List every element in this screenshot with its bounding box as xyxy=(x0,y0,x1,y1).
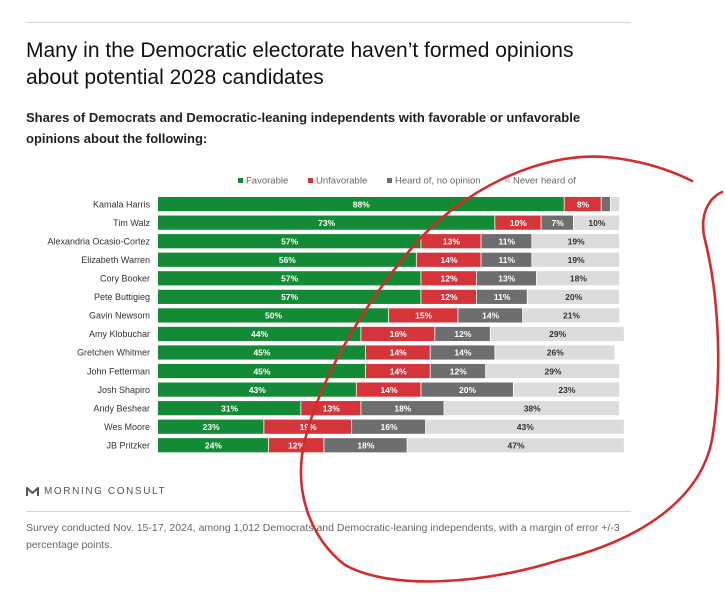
data-label: 15% xyxy=(415,311,432,321)
legend-swatch-unfavorable xyxy=(308,178,313,183)
data-label: 23% xyxy=(558,385,575,395)
data-label: 8% xyxy=(577,199,590,209)
data-label: 44% xyxy=(251,329,268,339)
data-label: 20% xyxy=(459,385,476,395)
category-label: Amy Klobuchar xyxy=(89,329,150,339)
legend-label-favorable: Favorable xyxy=(246,176,288,187)
data-label: 57% xyxy=(281,274,298,284)
data-label: 14% xyxy=(441,255,458,265)
data-label: 18% xyxy=(394,403,411,413)
data-label: 57% xyxy=(281,236,298,246)
data-label: 19% xyxy=(300,422,317,432)
data-label: 88% xyxy=(353,199,370,209)
category-label: Elizabeth Warren xyxy=(81,255,150,265)
legend-swatch-never-heard-of xyxy=(505,178,510,183)
data-label: 18% xyxy=(570,274,587,284)
legend-swatch-heard-of-no-opinion xyxy=(387,178,392,183)
bar-heard-of-no-opinion xyxy=(601,197,610,212)
data-label: 29% xyxy=(545,366,562,376)
data-label: 13% xyxy=(443,236,460,246)
data-label: 23% xyxy=(203,422,220,432)
data-label: 19% xyxy=(568,255,585,265)
data-label: 26% xyxy=(547,348,564,358)
data-label: 14% xyxy=(390,348,407,358)
data-label: 19% xyxy=(568,236,585,246)
data-label: 10% xyxy=(510,218,527,228)
data-label: 50% xyxy=(265,311,282,321)
bottom-divider xyxy=(26,511,631,512)
data-label: 45% xyxy=(253,366,270,376)
bar-favorable xyxy=(158,438,269,453)
data-label: 43% xyxy=(249,385,266,395)
bar-favorable xyxy=(158,419,264,434)
data-label: 24% xyxy=(205,440,222,450)
data-label: 31% xyxy=(221,403,238,413)
data-label: 29% xyxy=(549,329,566,339)
brand-logo: MORNING CONSULT xyxy=(26,486,166,497)
data-label: 13% xyxy=(323,403,340,413)
data-label: 11% xyxy=(499,236,516,246)
data-label: 14% xyxy=(482,311,499,321)
chart-title: Many in the Democratic electorate haven’… xyxy=(26,39,574,89)
category-label: Gavin Newsom xyxy=(89,311,150,321)
legend-label-heard-of-no-opinion: Heard of, no opinion xyxy=(395,176,481,187)
data-label: 12% xyxy=(288,440,305,450)
survey-footnote: Survey conducted Nov. 15-17, 2024, among… xyxy=(26,522,620,551)
data-label: 11% xyxy=(494,292,511,302)
data-label: 10% xyxy=(588,218,605,228)
legend-swatch-favorable xyxy=(238,178,243,183)
category-label: Cory Booker xyxy=(100,274,150,284)
data-label: 47% xyxy=(508,440,525,450)
category-label: Pete Buttigieg xyxy=(94,292,150,302)
data-label: 16% xyxy=(380,422,397,432)
data-label: 12% xyxy=(454,329,471,339)
category-label: Tim Walz xyxy=(113,218,150,228)
category-label: John Fetterman xyxy=(87,366,150,376)
data-label: 12% xyxy=(450,366,467,376)
morning-consult-logo-icon xyxy=(26,486,39,496)
data-label: 18% xyxy=(357,440,374,450)
category-label: Gretchen Whitmer xyxy=(77,348,150,358)
legend-label-unfavorable: Unfavorable xyxy=(316,176,367,187)
category-label: Josh Shapiro xyxy=(97,385,150,395)
data-label: 57% xyxy=(281,292,298,302)
data-label: 14% xyxy=(380,385,397,395)
data-label: 73% xyxy=(318,218,335,228)
data-label: 14% xyxy=(454,348,471,358)
bar-favorable xyxy=(158,401,301,416)
data-label: 21% xyxy=(563,311,580,321)
top-divider xyxy=(26,22,631,23)
category-label: Alexandria Ocasio-Cortez xyxy=(47,236,150,246)
data-label: 43% xyxy=(517,422,534,432)
data-label: 20% xyxy=(565,292,582,302)
data-label: 38% xyxy=(524,403,541,413)
data-label: 11% xyxy=(499,255,516,265)
category-label: Kamala Harris xyxy=(93,199,151,209)
data-label: 16% xyxy=(390,329,407,339)
data-label: 12% xyxy=(441,292,458,302)
bar-never-heard-of xyxy=(610,197,620,212)
brand-name: MORNING CONSULT xyxy=(44,486,167,497)
data-label: 7% xyxy=(551,218,564,228)
chart-subtitle: Shares of Democrats and Democratic-leani… xyxy=(26,110,581,146)
category-label: JB Pritzker xyxy=(106,440,150,450)
data-label: 12% xyxy=(441,274,458,284)
category-label: Andy Beshear xyxy=(93,403,150,413)
data-label: 13% xyxy=(498,274,515,284)
data-label: 45% xyxy=(253,348,270,358)
data-label: 56% xyxy=(279,255,296,265)
category-label: Wes Moore xyxy=(104,422,150,432)
data-label: 14% xyxy=(390,366,407,376)
stacked-bar-chart: Favorable Unfavorable Heard of, no opinion… xyxy=(47,176,624,453)
legend-label-never-heard-of: Never heard of xyxy=(513,176,576,187)
